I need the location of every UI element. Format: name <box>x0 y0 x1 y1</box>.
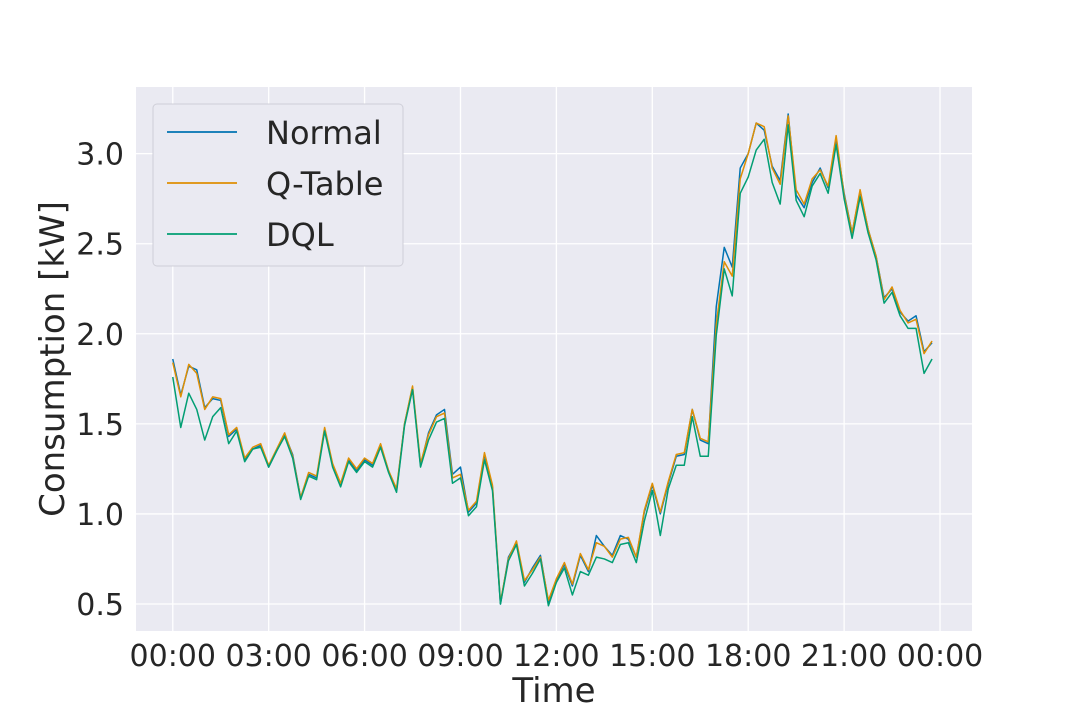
legend-label: Q-Table <box>266 165 383 203</box>
y-tick-label: 3.0 <box>76 138 124 173</box>
x-axis-ticks: 00:00 03:00 06:00 09:00 12:00 15:00 18:00 21:00… <box>130 639 984 674</box>
x-tick-label: 06:00 <box>321 639 407 674</box>
x-tick-label: 00:00 <box>897 639 983 674</box>
series-lines <box>172 113 933 607</box>
y-axis-ticks: 0.5 1.0 1.5 2.0 2.5 3.0 <box>76 138 124 623</box>
x-tick-label: 09:00 <box>417 639 503 674</box>
legend-box <box>152 103 404 267</box>
x-tick-label: 15:00 <box>609 639 695 674</box>
legend-label: DQL <box>266 216 334 254</box>
y-axis-label: Consumption [kW] <box>33 201 73 517</box>
x-axis-label: Time <box>511 671 595 711</box>
x-tick-label: 18:00 <box>705 639 791 674</box>
x-tick-label: 21:00 <box>801 639 887 674</box>
x-tick-label: 03:00 <box>225 639 311 674</box>
legend-label: Normal <box>266 114 382 152</box>
y-tick-label: 0.5 <box>76 588 124 623</box>
series-line-dql <box>172 124 933 607</box>
y-tick-label: 2.0 <box>76 318 124 353</box>
y-tick-label: 1.5 <box>76 408 124 443</box>
x-tick-label: 12:00 <box>513 639 599 674</box>
y-tick-label: 1.0 <box>76 498 124 533</box>
legend: Normal Q-Table DQL <box>152 103 404 267</box>
x-tick-label: 00:00 <box>130 639 216 674</box>
y-tick-label: 2.5 <box>76 228 124 263</box>
